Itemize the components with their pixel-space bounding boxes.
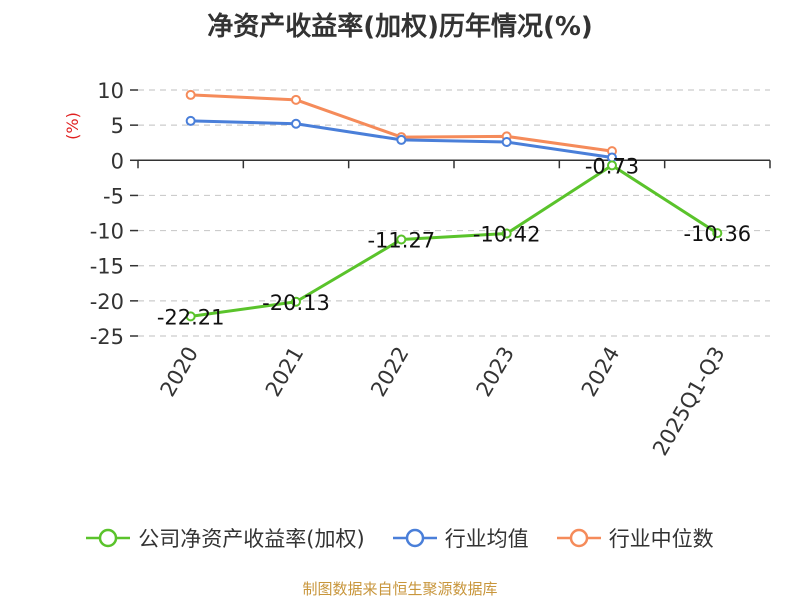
x-tick-label: 2021 [261, 343, 309, 401]
data-point [501, 137, 512, 148]
x-tick-label: 2023 [471, 343, 519, 401]
x-tick-label: 2024 [577, 343, 625, 401]
data-point [291, 118, 301, 129]
legend-item[interactable]: 行业中位数 [556, 523, 714, 553]
data-point [291, 296, 301, 307]
series-line-0 [190, 163, 719, 318]
legend-swatch-icon [392, 528, 437, 548]
y-tick-label: -25 [90, 325, 124, 349]
data-point [291, 94, 301, 105]
data-label: -11.27 [367, 228, 435, 252]
y-tick-label: 0 [111, 149, 124, 173]
legend-label: 行业中位数 [608, 527, 714, 551]
y-tick-label: -5 [103, 184, 124, 208]
x-tick-label: 2025Q1-Q3 [648, 343, 730, 460]
data-label: -10.42 [473, 223, 541, 247]
legend-label: 行业均值 [444, 527, 529, 551]
data-point [396, 134, 407, 145]
data-label: -0.73 [585, 154, 639, 178]
legend-label: 公司净资产收益率(加权) [138, 527, 365, 551]
legend: 公司净资产收益率(加权) 行业均值 行业中位数 [0, 520, 800, 556]
data-point [712, 228, 723, 239]
data-point [185, 89, 196, 100]
x-tick-label: 2020 [155, 343, 203, 401]
chart-title: 净资产收益率(加权)历年情况(%) [207, 12, 593, 42]
data-label: -22.21 [157, 305, 225, 329]
y-tick-label: -10 [90, 220, 124, 244]
source-note: 制图数据来自恒生聚源数据库 [302, 580, 498, 598]
y-tick-label: 5 [111, 114, 124, 138]
y-tick-label: -20 [90, 290, 124, 314]
data-point [607, 160, 617, 171]
data-point [185, 115, 196, 126]
data-label: -20.13 [262, 291, 330, 315]
legend-item[interactable]: 行业均值 [392, 523, 529, 553]
x-tick-label: 2022 [366, 343, 414, 401]
legend-item[interactable]: 公司净资产收益率(加权) [86, 523, 365, 553]
data-point [185, 311, 196, 322]
y-tick-label: 10 [97, 79, 124, 103]
legend-swatch-icon [556, 528, 601, 548]
data-point [396, 234, 407, 245]
line-chart: 10 5 0 -5 -10 -15 -20 -25 (%) 2020 2021 2022 2023 202… [63, 79, 771, 460]
y-tick-label: -15 [90, 255, 124, 279]
data-label: -10.36 [683, 222, 751, 246]
y-axis-label: (%) [63, 112, 82, 140]
legend-swatch-icon [86, 528, 131, 548]
data-point [501, 228, 512, 239]
